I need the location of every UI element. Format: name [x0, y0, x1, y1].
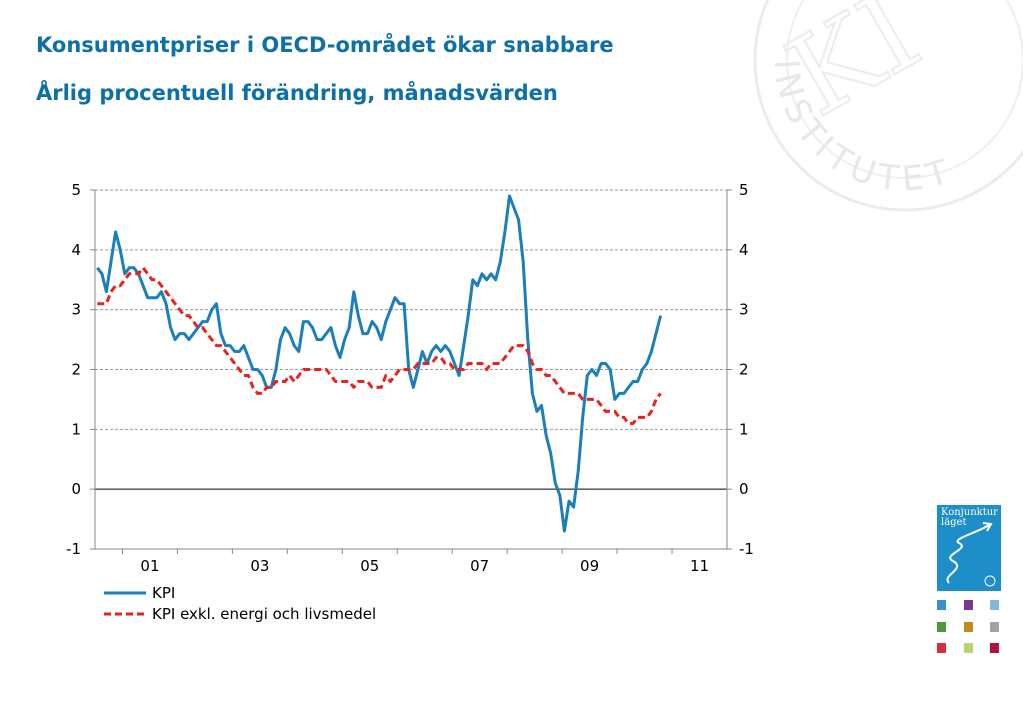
y-tick-label-right: 3 [739, 301, 749, 319]
legend: KPI KPI exkl. energi och livsmedel [104, 584, 376, 623]
gridlines [95, 189, 727, 490]
thumbnail [964, 643, 973, 653]
x-tick-label: 01 [140, 557, 159, 575]
thumbnail [937, 600, 946, 610]
thumbnail [990, 600, 999, 610]
x-axis-ticks: 01 03 05 07 09 11 [121, 549, 709, 575]
thumbnail [964, 600, 973, 610]
chart-subtitle: Årlig procentuell förändring, månadsvärd… [36, 81, 558, 105]
x-tick-label: 03 [250, 557, 269, 575]
series-line-kpi-core [97, 266, 662, 425]
y-tick-label-right: 5 [739, 181, 749, 199]
thumbnail [990, 622, 999, 632]
y-tick-label-left: 0 [71, 480, 81, 498]
y-tick-label-left: -1 [66, 540, 81, 558]
y-tick-label-right: 2 [739, 361, 749, 379]
series-lines [96, 194, 663, 533]
x-tick-label: 07 [470, 557, 489, 575]
y-tick-label-left: 3 [71, 301, 81, 319]
chart-title: Konsumentpriser i OECD-området ökar snab… [36, 33, 614, 57]
legend-label: KPI exkl. energi och livsmedel [152, 605, 376, 623]
y-tick-label-right: 4 [739, 241, 749, 259]
logo-label: Konjunktur läget [941, 507, 998, 528]
x-tick-label: 05 [360, 557, 379, 575]
y-tick-label-left: 1 [71, 420, 81, 438]
thumbnail [964, 622, 973, 632]
y-tick-label-left: 5 [71, 181, 81, 199]
y-tick-label-right: 0 [739, 480, 749, 498]
x-tick-label: 11 [690, 557, 709, 575]
y-tick-label-left: 4 [71, 241, 81, 259]
legend-label: KPI [152, 584, 175, 602]
y-axis-right-ticks: -1 0 1 2 3 4 5 [727, 181, 754, 558]
konjunkturlaget-logo: Konjunktur läget [937, 505, 1001, 591]
thumbnail [937, 643, 946, 653]
thumbnail [990, 643, 999, 653]
y-tick-label-left: 2 [71, 361, 81, 379]
y-tick-label-right: 1 [739, 420, 749, 438]
x-tick-label: 09 [580, 557, 599, 575]
thumbnail [937, 622, 946, 632]
y-axis-left-ticks: -1 0 1 2 3 4 5 [66, 181, 95, 558]
institute-seal-watermark: KI INSTITUTET [753, 0, 1023, 212]
y-tick-label-right: -1 [739, 540, 754, 558]
series-line-kpi [96, 194, 663, 533]
